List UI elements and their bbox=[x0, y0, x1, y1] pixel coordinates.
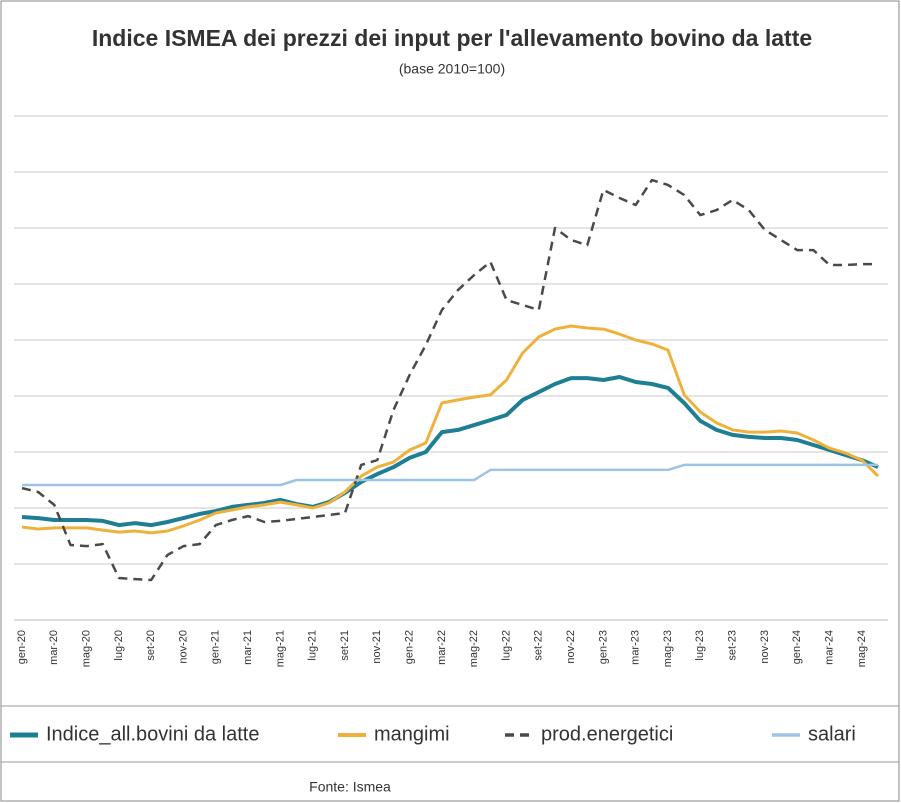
x-tick-label: mag-20 bbox=[81, 630, 93, 667]
x-tick-label: lug-21 bbox=[307, 630, 319, 661]
x-tick-label: mar-22 bbox=[436, 630, 448, 665]
legend-label: salari bbox=[808, 723, 856, 745]
chart-title: Indice ISMEA dei prezzi dei input per l'… bbox=[92, 25, 812, 51]
legend-label: prod.energetici bbox=[541, 723, 673, 745]
x-tick-label: mar-21 bbox=[242, 630, 254, 665]
x-tick-label: mag-23 bbox=[662, 630, 674, 667]
x-tick-label: gen-23 bbox=[597, 630, 609, 664]
legend-label: mangimi bbox=[374, 723, 450, 745]
series-line bbox=[21, 178, 878, 582]
series-line bbox=[21, 375, 879, 528]
x-tick-label: gen-20 bbox=[16, 630, 28, 664]
x-tick-label: lug-20 bbox=[113, 630, 125, 661]
x-tick-label: set-20 bbox=[145, 630, 157, 661]
x-tick-label: mar-20 bbox=[48, 630, 60, 665]
x-tick-label: set-21 bbox=[339, 630, 351, 661]
x-tick-label: set-22 bbox=[533, 630, 545, 661]
x-tick-label: lug-23 bbox=[694, 630, 706, 661]
series-line bbox=[21, 324, 880, 535]
source: Fonte: Ismea bbox=[309, 779, 391, 795]
x-tick-label: mag-21 bbox=[274, 630, 286, 667]
x-tick-label: nov-23 bbox=[759, 630, 771, 664]
x-tick-label: mag-24 bbox=[856, 630, 868, 667]
x-tick-label: gen-22 bbox=[404, 630, 416, 664]
x-tick-label: mag-22 bbox=[468, 630, 480, 667]
x-tick-label: nov-22 bbox=[565, 630, 577, 664]
x-tick-label: mar-23 bbox=[630, 630, 642, 665]
series-line bbox=[22, 463, 878, 487]
x-tick-label: nov-20 bbox=[177, 630, 189, 664]
x-tick-label: set-23 bbox=[727, 630, 739, 661]
x-tick-label: lug-22 bbox=[500, 630, 512, 661]
chart-subtitle: (base 2010=100) bbox=[399, 61, 505, 77]
legend-label: Indice_all.bovini da latte bbox=[46, 723, 259, 745]
x-tick-label: gen-21 bbox=[210, 630, 222, 664]
x-tick-label: mar-24 bbox=[823, 630, 835, 665]
x-tick-label: gen-24 bbox=[791, 630, 803, 664]
x-tick-label: nov-21 bbox=[371, 630, 383, 664]
